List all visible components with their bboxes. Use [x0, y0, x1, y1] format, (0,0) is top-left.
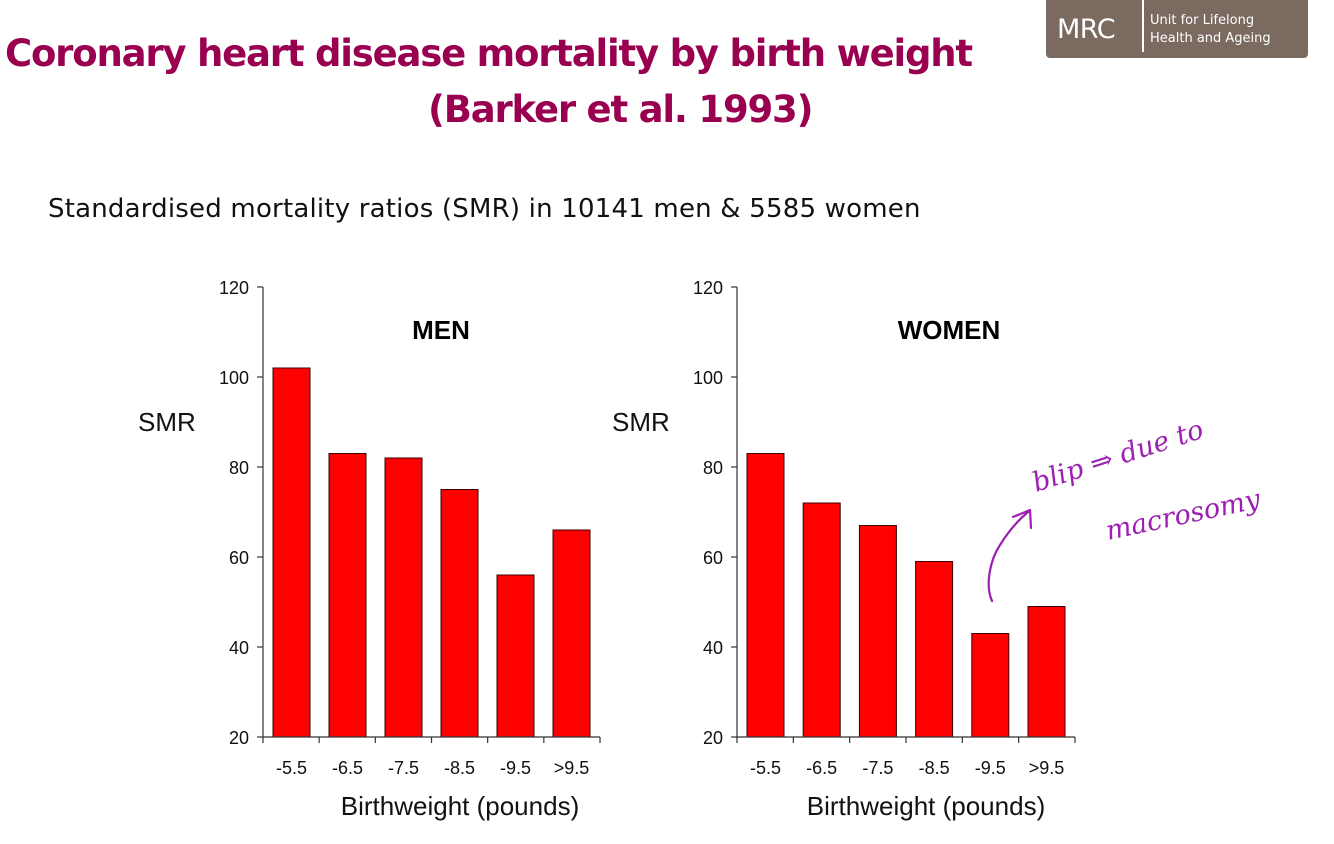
bar--7.5 — [384, 457, 423, 738]
y-tick-label: 40 — [703, 638, 723, 658]
annotation-arrowhead — [1011, 508, 1033, 530]
bar--6.5 — [328, 453, 367, 738]
bar--8.5 — [440, 489, 479, 738]
x-axis-title: Birthweight (pounds) — [807, 791, 1045, 821]
bar->9.5 — [1027, 606, 1066, 738]
mrc-logo: MRC Unit for Lifelong Health and Ageing — [1046, 0, 1308, 58]
y-tick-label: 100 — [693, 368, 723, 388]
bar--6.5 — [802, 502, 841, 738]
logo-line1: Unit for Lifelong — [1150, 13, 1255, 28]
annotation-line2: macrosomy — [1103, 484, 1264, 547]
x-tick-label: -7.5 — [388, 758, 419, 778]
y-tick-label: 80 — [229, 458, 249, 478]
logo-line2: Health and Ageing — [1150, 31, 1271, 46]
annotation-arrow — [987, 510, 1030, 603]
x-tick-label: -5.5 — [750, 758, 781, 778]
y-tick-label: 100 — [219, 368, 249, 388]
bar--5.5 — [272, 367, 311, 738]
bar--9.5 — [496, 574, 535, 738]
chart-title: MEN — [412, 315, 470, 345]
bar--5.5 — [746, 453, 785, 738]
y-axis-title: SMR — [138, 407, 196, 437]
y-tick-label: 60 — [229, 548, 249, 568]
x-tick-label: >9.5 — [1029, 758, 1065, 778]
chart-title: WOMEN — [898, 315, 1001, 345]
logo-mark: MRC — [1057, 14, 1116, 45]
handwritten-annotation: blip ⇒ due to macrosomy — [987, 414, 1264, 603]
x-tick-label: -6.5 — [806, 758, 837, 778]
y-tick-label: 60 — [703, 548, 723, 568]
logo-unit-name: Unit for Lifelong Health and Ageing — [1150, 12, 1271, 48]
x-tick-label: -9.5 — [975, 758, 1006, 778]
x-tick-label: >9.5 — [554, 758, 590, 778]
x-tick-label: -9.5 — [500, 758, 531, 778]
chart-men: 20 40 60 80 100 120 -5.5 -6.5 -7.5 -8.5 -9.5 >9.5 ME… — [138, 278, 601, 821]
x-tick-label: -5.5 — [276, 758, 307, 778]
x-tick-label: -8.5 — [444, 758, 475, 778]
annotation-line1: blip ⇒ due to — [1029, 414, 1208, 498]
chart-women: 20 40 60 80 100 120 -5.5 -6.5 -7.5 -8.5 -9.5 >9.5 WO… — [612, 278, 1076, 821]
x-tick-label: -7.5 — [862, 758, 893, 778]
slide-title-line2: (Barker et al. 1993) — [428, 88, 814, 131]
slide-subtitle: Standardised mortality ratios (SMR) in 1… — [48, 194, 921, 224]
bar--8.5 — [915, 561, 954, 738]
y-tick-label: 20 — [229, 728, 249, 748]
bar--9.5 — [971, 633, 1010, 738]
bar->9.5 — [552, 529, 591, 738]
y-tick-label: 40 — [229, 638, 249, 658]
y-tick-label: 120 — [693, 278, 723, 298]
y-axis-title: SMR — [612, 407, 670, 437]
y-tick-label: 80 — [703, 458, 723, 478]
x-axis-title: Birthweight (pounds) — [341, 791, 579, 821]
y-tick-label: 20 — [703, 728, 723, 748]
x-tick-label: -6.5 — [332, 758, 363, 778]
x-tick-label: -8.5 — [919, 758, 950, 778]
y-tick-label: 120 — [219, 278, 249, 298]
slide-title-line1: Coronary heart disease mortality by birt… — [5, 32, 973, 75]
bar--7.5 — [858, 525, 897, 738]
logo-separator — [1142, 0, 1144, 52]
